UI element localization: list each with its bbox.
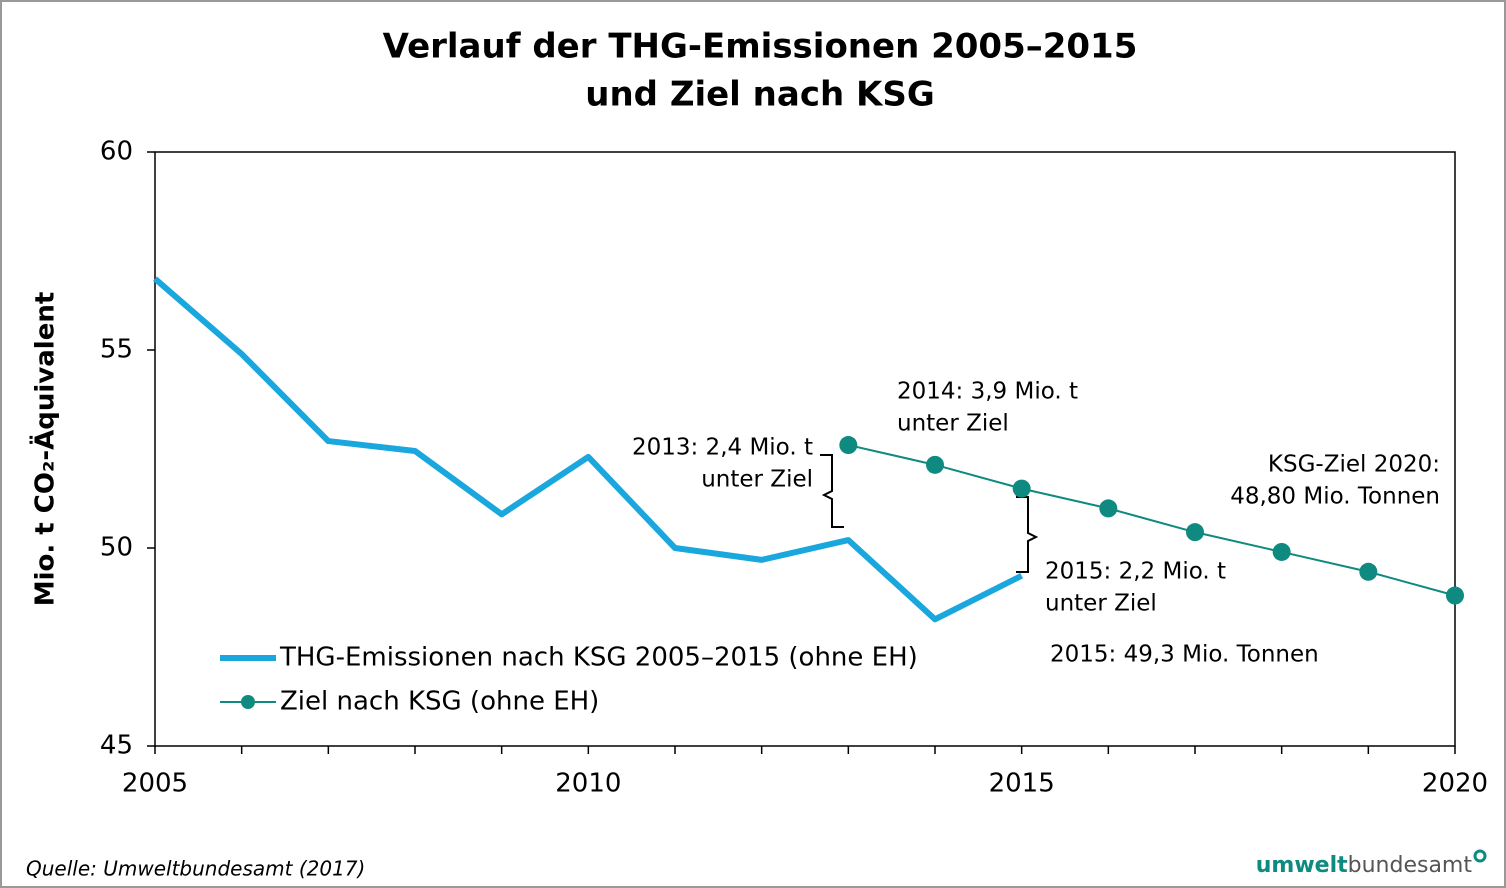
series-line: [153, 276, 1024, 623]
x-tick-label: 2005: [122, 769, 188, 799]
annotation: unter Ziel: [1045, 591, 1157, 617]
marker: [1359, 562, 1378, 581]
marker: [1186, 523, 1204, 542]
logo-regular: bundesamt: [1348, 853, 1473, 878]
legend-label: THG-Emissionen nach KSG 2005–2015 (ohne …: [279, 643, 918, 673]
x-tick-label: 2010: [555, 769, 621, 799]
chart-title: und Ziel nach KSG: [585, 75, 935, 115]
annotation: unter Ziel: [897, 411, 1009, 437]
y-tick-label: 45: [100, 731, 133, 761]
y-tick-label: 50: [100, 533, 133, 563]
logo: umweltbundesamt: [1256, 853, 1473, 878]
annotation: 2013: 2,4 Mio. t: [632, 435, 813, 461]
x-tick-label: 2020: [1422, 769, 1488, 799]
series-line: [848, 444, 1456, 597]
y-tick-label: 60: [100, 137, 133, 167]
source: Quelle: Umweltbundesamt (2017): [26, 857, 365, 881]
annotation: 2015: 49,3 Mio. Tonnen: [1050, 642, 1319, 668]
marker: [1099, 499, 1118, 518]
annotation: KSG-Ziel 2020:: [1268, 452, 1440, 478]
legend-marker: [241, 695, 255, 709]
y-axis-label: Mio. t CO₂-Äquivalent: [29, 292, 61, 607]
marker: [1446, 586, 1464, 605]
chart-title: Verlauf der THG-Emissionen 2005–2015: [383, 27, 1138, 67]
annotation: unter Ziel: [701, 467, 813, 493]
plot-frame: [154, 151, 1456, 747]
annotation: 2015: 2,2 Mio. t: [1045, 559, 1226, 585]
marker: [1012, 479, 1031, 498]
annotation: 48,80 Mio. Tonnen: [1230, 484, 1440, 510]
marker: [839, 436, 858, 455]
legend-label: Ziel nach KSG (ohne EH): [280, 687, 599, 717]
marker: [926, 455, 944, 474]
logo-icon: [1473, 849, 1487, 863]
logo-bold: umwelt: [1256, 853, 1348, 878]
y-tick-label: 55: [100, 335, 133, 365]
x-tick-label: 2015: [989, 769, 1055, 799]
bracket: [1016, 496, 1039, 573]
bracket: [820, 454, 844, 528]
annotation: 2014: 3,9 Mio. t: [897, 379, 1078, 405]
marker: [1272, 542, 1291, 561]
